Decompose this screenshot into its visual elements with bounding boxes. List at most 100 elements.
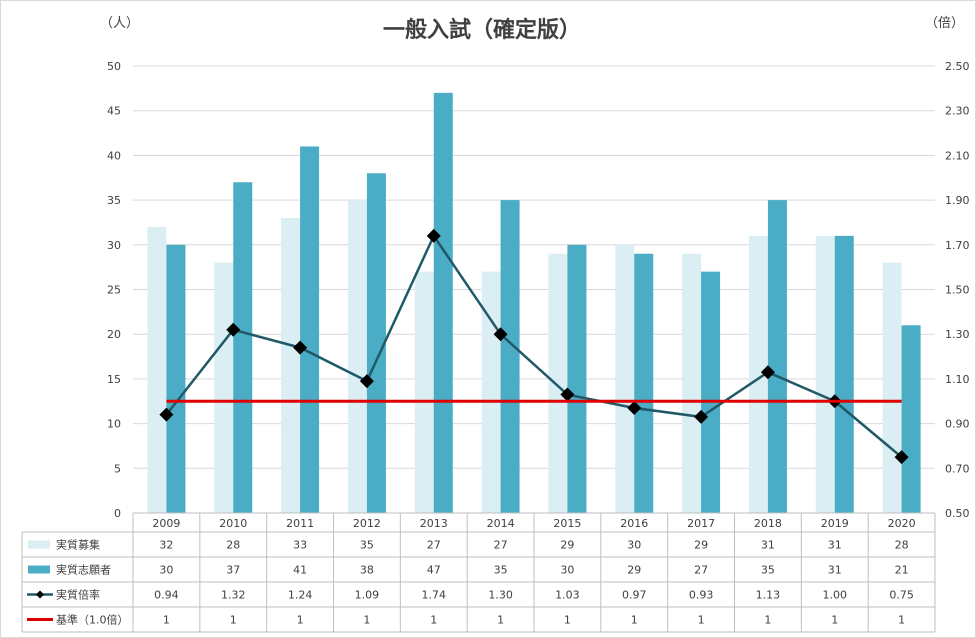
right-tick-label: 2.30 xyxy=(945,105,970,118)
data-label: 27 xyxy=(427,539,441,552)
bar-実質志願者 xyxy=(767,200,787,513)
data-label: 29 xyxy=(560,539,574,552)
left-tick-label: 25 xyxy=(107,284,121,297)
right-tick-label: 2.50 xyxy=(945,60,970,73)
right-tick-label: 0.70 xyxy=(945,462,970,475)
bar-実質募集 xyxy=(748,235,768,514)
data-label: 30 xyxy=(560,564,574,577)
legend-label: 基準（1.0倍） xyxy=(56,613,129,627)
series-line-ratio xyxy=(165,233,903,459)
data-label: 1.00 xyxy=(823,589,848,602)
line-point xyxy=(359,374,374,389)
legend-key-marker xyxy=(36,590,44,599)
line-point xyxy=(760,365,775,380)
line-point xyxy=(694,409,709,424)
category-label: 2019 xyxy=(821,517,849,530)
bar-実質募集 xyxy=(815,235,835,514)
data-label: 1 xyxy=(363,614,370,627)
line-point xyxy=(426,228,441,243)
left-axis-unit: （人） xyxy=(100,16,139,31)
data-label: 1 xyxy=(297,614,304,627)
data-label: 1.03 xyxy=(555,589,580,602)
line-point xyxy=(493,327,508,342)
bar-実質志願者 xyxy=(300,146,320,513)
data-label: 38 xyxy=(360,564,374,577)
data-label: 1 xyxy=(898,614,905,627)
category-label: 2013 xyxy=(420,517,448,530)
category-label: 2018 xyxy=(754,517,782,530)
data-label: 27 xyxy=(694,564,708,577)
data-label: 30 xyxy=(627,539,641,552)
bar-実質志願者 xyxy=(901,325,921,513)
line-point xyxy=(159,407,174,422)
line-point xyxy=(293,340,308,355)
left-tick-label: 0 xyxy=(114,507,121,520)
legend-label: 実質志願者 xyxy=(56,563,111,577)
bar-実質志願者 xyxy=(634,253,654,514)
left-tick-label: 50 xyxy=(107,60,121,73)
data-label: 31 xyxy=(761,539,775,552)
chart-title: 一般入試（確定版） xyxy=(383,17,581,43)
right-tick-label: 0.90 xyxy=(945,418,970,431)
data-label: 41 xyxy=(293,564,307,577)
bar-実質募集 xyxy=(882,262,902,513)
data-label: 1 xyxy=(764,614,771,627)
category-label: 2012 xyxy=(353,517,381,530)
data-label: 31 xyxy=(828,564,842,577)
right-tick-label: 1.90 xyxy=(945,194,970,207)
right-tick-label: 2.10 xyxy=(945,149,970,162)
bar-実質志願者 xyxy=(701,271,721,513)
data-label: 47 xyxy=(427,564,441,577)
data-label: 1.32 xyxy=(221,589,246,602)
data-label: 1 xyxy=(230,614,237,627)
data-label: 31 xyxy=(828,539,842,552)
legend-label: 実質募集 xyxy=(56,538,100,552)
data-label: 1 xyxy=(163,614,170,627)
data-label: 37 xyxy=(226,564,240,577)
line-point xyxy=(627,400,642,415)
data-label: 0.75 xyxy=(889,589,914,602)
right-axis-unit: （倍） xyxy=(925,16,964,31)
bar-実質募集 xyxy=(281,217,301,514)
data-label: 1.74 xyxy=(422,589,447,602)
bar-実質志願者 xyxy=(233,182,253,513)
right-tick-label: 1.10 xyxy=(945,373,970,386)
data-label: 1.09 xyxy=(355,589,380,602)
bar-実質志願者 xyxy=(166,244,186,514)
data-label: 30 xyxy=(159,564,173,577)
left-tick-label: 35 xyxy=(107,194,121,207)
bar-実質募集 xyxy=(147,226,167,514)
data-label: 1 xyxy=(631,614,638,627)
legend-key-実質志願者 xyxy=(28,565,50,574)
left-tick-label: 20 xyxy=(107,328,121,341)
left-tick-label: 30 xyxy=(107,239,121,252)
data-label: 35 xyxy=(494,564,508,577)
data-label: 28 xyxy=(895,539,909,552)
category-label: 2011 xyxy=(286,517,314,530)
data-label: 29 xyxy=(627,564,641,577)
data-label: 1.30 xyxy=(488,589,513,602)
category-label: 2015 xyxy=(553,517,581,530)
right-tick-label: 0.50 xyxy=(945,507,970,520)
data-label: 1 xyxy=(564,614,571,627)
data-label: 0.94 xyxy=(154,589,179,602)
line-point xyxy=(226,322,241,337)
bar-実質志願者 xyxy=(366,173,386,513)
data-label: 1 xyxy=(497,614,504,627)
legend-key-実質募集 xyxy=(28,540,50,549)
data-label: 0.93 xyxy=(689,589,714,602)
bar-実質志願者 xyxy=(834,235,854,514)
category-label: 2017 xyxy=(687,517,715,530)
right-tick-label: 1.30 xyxy=(945,328,970,341)
legend-label: 実質倍率 xyxy=(56,588,100,602)
bar-実質募集 xyxy=(414,271,434,513)
data-label: 35 xyxy=(761,564,775,577)
data-label: 35 xyxy=(360,539,374,552)
bar-実質志願者 xyxy=(500,200,520,513)
category-label: 2020 xyxy=(888,517,916,530)
left-tick-label: 40 xyxy=(107,149,121,162)
left-tick-label: 10 xyxy=(107,418,121,431)
left-tick-label: 5 xyxy=(114,462,121,475)
data-label: 21 xyxy=(895,564,909,577)
